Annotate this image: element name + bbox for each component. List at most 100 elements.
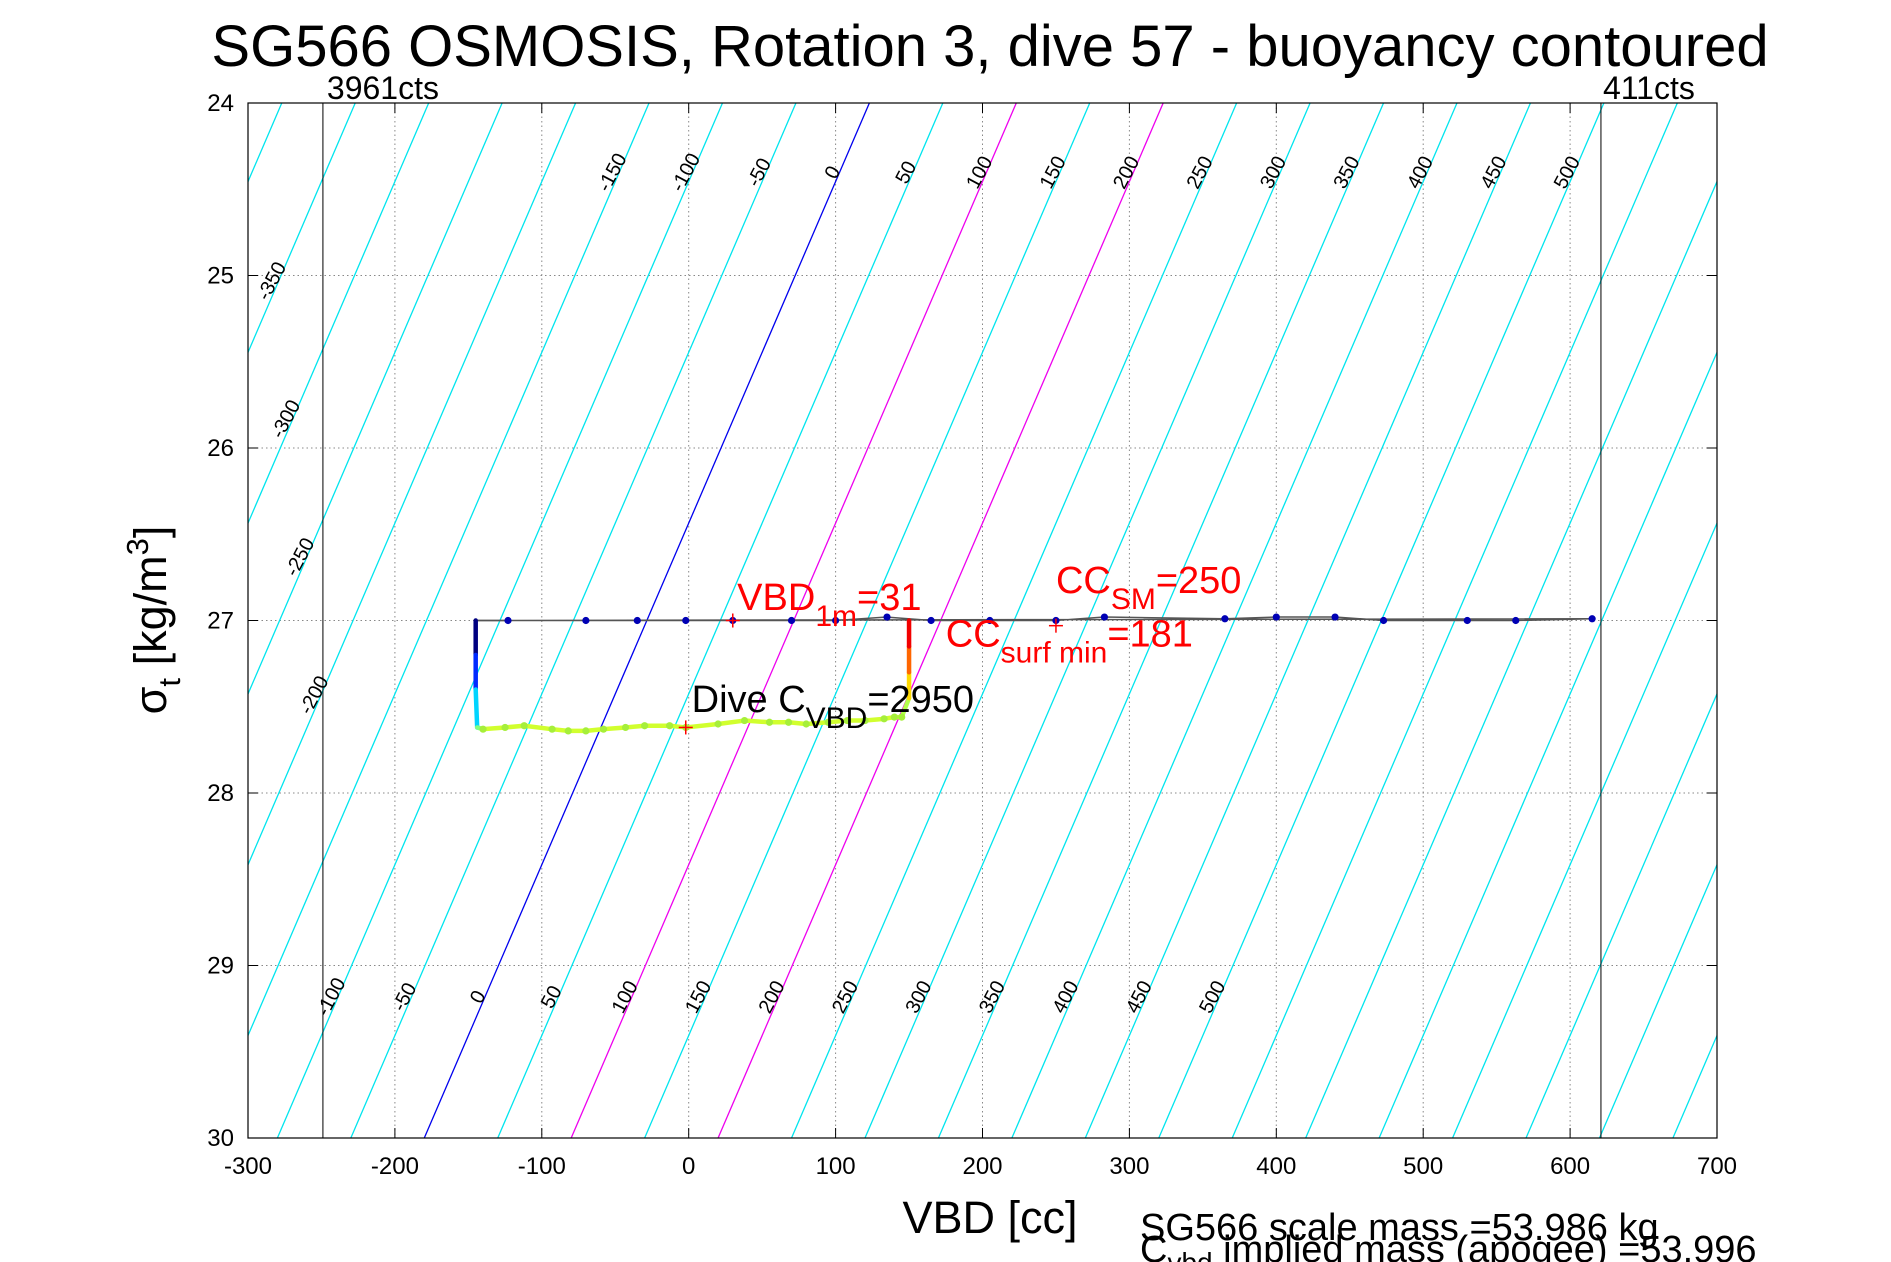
profile-point [765, 718, 774, 726]
surface-point [504, 616, 512, 625]
x-tick-label: 500 [1403, 1153, 1443, 1180]
x-tick-label: 700 [1697, 1153, 1737, 1180]
surface-point [1221, 615, 1229, 623]
contour-line [0, 103, 61, 1138]
profile-point [784, 718, 793, 726]
contour-line [1672, 1033, 1717, 1138]
surface-point [883, 613, 891, 621]
profile-point [898, 713, 906, 721]
contour-line [1525, 692, 1717, 1138]
y-tick-label: 24 [207, 90, 234, 117]
annotation-text: VBD1m=31 [737, 577, 921, 633]
surface-point [1331, 613, 1339, 621]
footer-scale-mass: SG566 scale mass =53.986 kg [1140, 1207, 1659, 1249]
contour-line [0, 103, 135, 1138]
profile-point [501, 723, 509, 732]
profile-point [479, 725, 487, 733]
profile-point [599, 725, 608, 733]
y-axis-ticks: 24 25 26 27 28 29 30 [207, 90, 1717, 1152]
profile-point [621, 723, 630, 732]
surface-point [1272, 613, 1280, 621]
x-tick-label: 400 [1256, 1153, 1296, 1180]
contour-line [1378, 350, 1717, 1138]
contour-line [248, 103, 356, 355]
profile-segment [521, 723, 555, 732]
x-tick-label: 0 [682, 1153, 695, 1180]
contour-label: 0 [466, 987, 491, 1007]
profile-point [802, 720, 810, 728]
chart-title: SG566 OSMOSIS, Rotation 3, dive 57 - buo… [211, 14, 1768, 79]
contour-line [1746, 103, 1891, 1138]
count-label: 3961cts [327, 70, 439, 106]
data-series [473, 613, 1596, 735]
contour-line [248, 103, 430, 525]
contour-line [1011, 103, 1458, 1138]
profile-segment [480, 725, 508, 732]
surface-point [832, 616, 840, 625]
surface-point [986, 616, 994, 625]
profile-point [666, 722, 674, 730]
annotation-text: CCsurf min=181 [946, 613, 1193, 669]
contour-line [0, 103, 208, 1138]
profile-segment [473, 687, 480, 730]
x-axis-ticks: -300 -200 -100 0 100 200 300 400 500 600 700 [224, 103, 1737, 1180]
profile-point [890, 713, 898, 721]
x-tick-label: 300 [1109, 1153, 1149, 1180]
y-axis-label: σt [kg/m3] [120, 526, 187, 715]
surface-point [1463, 616, 1471, 625]
x-tick-label: 200 [962, 1153, 1002, 1180]
profile-segment [715, 718, 747, 727]
footer-implied-mass: Cvbd implied mass (apogee) =53.996 [1140, 1229, 1757, 1262]
count-label: 411cts [1603, 70, 1695, 106]
contour-line [937, 103, 1385, 1138]
surface-point [1512, 616, 1520, 625]
profile-segment [601, 725, 628, 732]
profile-point [520, 722, 528, 730]
profile-segment [803, 720, 831, 727]
surface-point [1100, 613, 1109, 621]
count-lines: 3961cts 411cts [322, 70, 1695, 1138]
y-tick-label: 25 [207, 263, 234, 290]
profile-point [548, 725, 556, 733]
surface-point [633, 616, 641, 625]
y-tick-label: 28 [207, 780, 234, 807]
profile-point [861, 716, 869, 725]
contour-line [248, 103, 577, 867]
profile-point [740, 716, 749, 725]
profile-point [582, 727, 590, 735]
x-tick-label: -300 [224, 1153, 272, 1180]
annotation-text: CCSM=250 [1056, 560, 1241, 616]
x-tick-label: 100 [816, 1153, 856, 1180]
profile-segment [742, 718, 772, 725]
profile-point [824, 718, 832, 726]
annotation-text: Dive CVBD=2950 [692, 679, 974, 735]
surface-point [1379, 616, 1388, 625]
surface-line [475, 616, 1593, 622]
y-tick-label: 26 [207, 435, 234, 462]
profile-point [641, 722, 649, 730]
profile-point [564, 727, 572, 735]
contour-label: 0 [821, 163, 846, 183]
profile-point [880, 715, 888, 723]
contour-line [1451, 521, 1717, 1138]
profile-point [714, 720, 722, 728]
x-tick-label: -200 [371, 1153, 419, 1180]
contour-line [864, 103, 1311, 1138]
x-tick-label: 600 [1550, 1153, 1590, 1180]
x-tick-label: -100 [518, 1153, 566, 1180]
surface-point [927, 616, 935, 625]
x-axis-label: VBD [cc] [902, 1192, 1077, 1243]
y-tick-label: 30 [207, 1125, 234, 1152]
surface-point [682, 616, 690, 625]
contour-line [248, 103, 650, 1038]
surface-point [582, 616, 590, 625]
contour-line [1084, 103, 1532, 1138]
y-tick-label: 29 [207, 953, 234, 980]
surface-point [1588, 615, 1596, 623]
contour-line [1598, 863, 1717, 1138]
contour-line [248, 103, 503, 696]
surface-point [787, 616, 796, 625]
y-tick-label: 27 [207, 608, 234, 635]
